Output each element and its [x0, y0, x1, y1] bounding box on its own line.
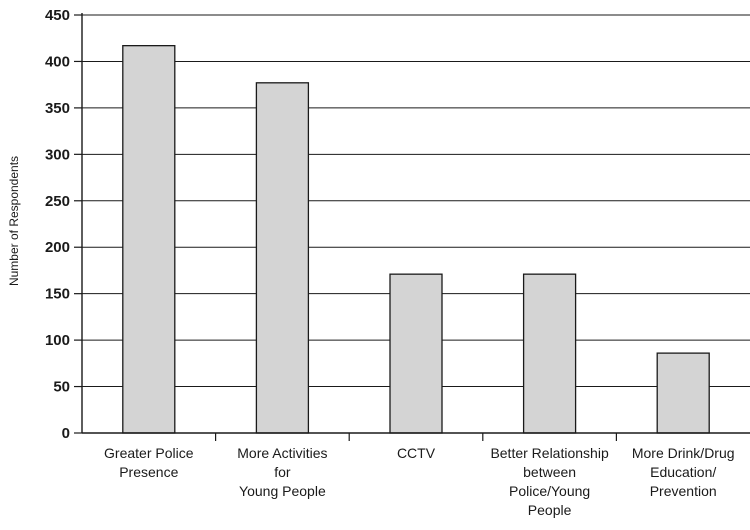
y-tick-label: 50 — [53, 379, 70, 396]
bar — [522, 273, 577, 434]
x-category-label: Better Relationship between Police/Young Pe… — [490, 445, 609, 518]
axes — [74, 13, 750, 441]
x-category-label: More Drink/Drug Education/Prevention — [632, 445, 735, 499]
y-tick-label: 250 — [45, 193, 70, 210]
y-tick-labels: 0 50 100 150 200 250 300 350 400 450 — [45, 7, 70, 442]
x-category-label: Greater Police Presence — [104, 445, 194, 480]
y-tick-label: 450 — [45, 7, 70, 24]
bars — [122, 45, 710, 434]
y-tick-label: 300 — [45, 146, 70, 163]
y-tick-label: 350 — [45, 100, 70, 117]
bar — [656, 352, 710, 434]
bar — [389, 273, 443, 434]
bar — [122, 45, 176, 434]
gridlines — [82, 14, 750, 388]
x-category-label: More Activities for Young People — [237, 445, 327, 499]
x-category-label: CCTV — [397, 445, 436, 461]
y-tick-label: 200 — [45, 239, 70, 256]
y-axis-title: Number of Respondents — [7, 156, 21, 286]
y-tick-label: 150 — [45, 286, 70, 303]
bar — [255, 82, 310, 434]
y-tick-label: 100 — [45, 332, 70, 349]
x-category-labels: Greater Police Presence More Activities for… — [104, 445, 734, 518]
y-tick-label: 0 — [62, 425, 70, 442]
y-tick-label: 400 — [45, 53, 70, 70]
